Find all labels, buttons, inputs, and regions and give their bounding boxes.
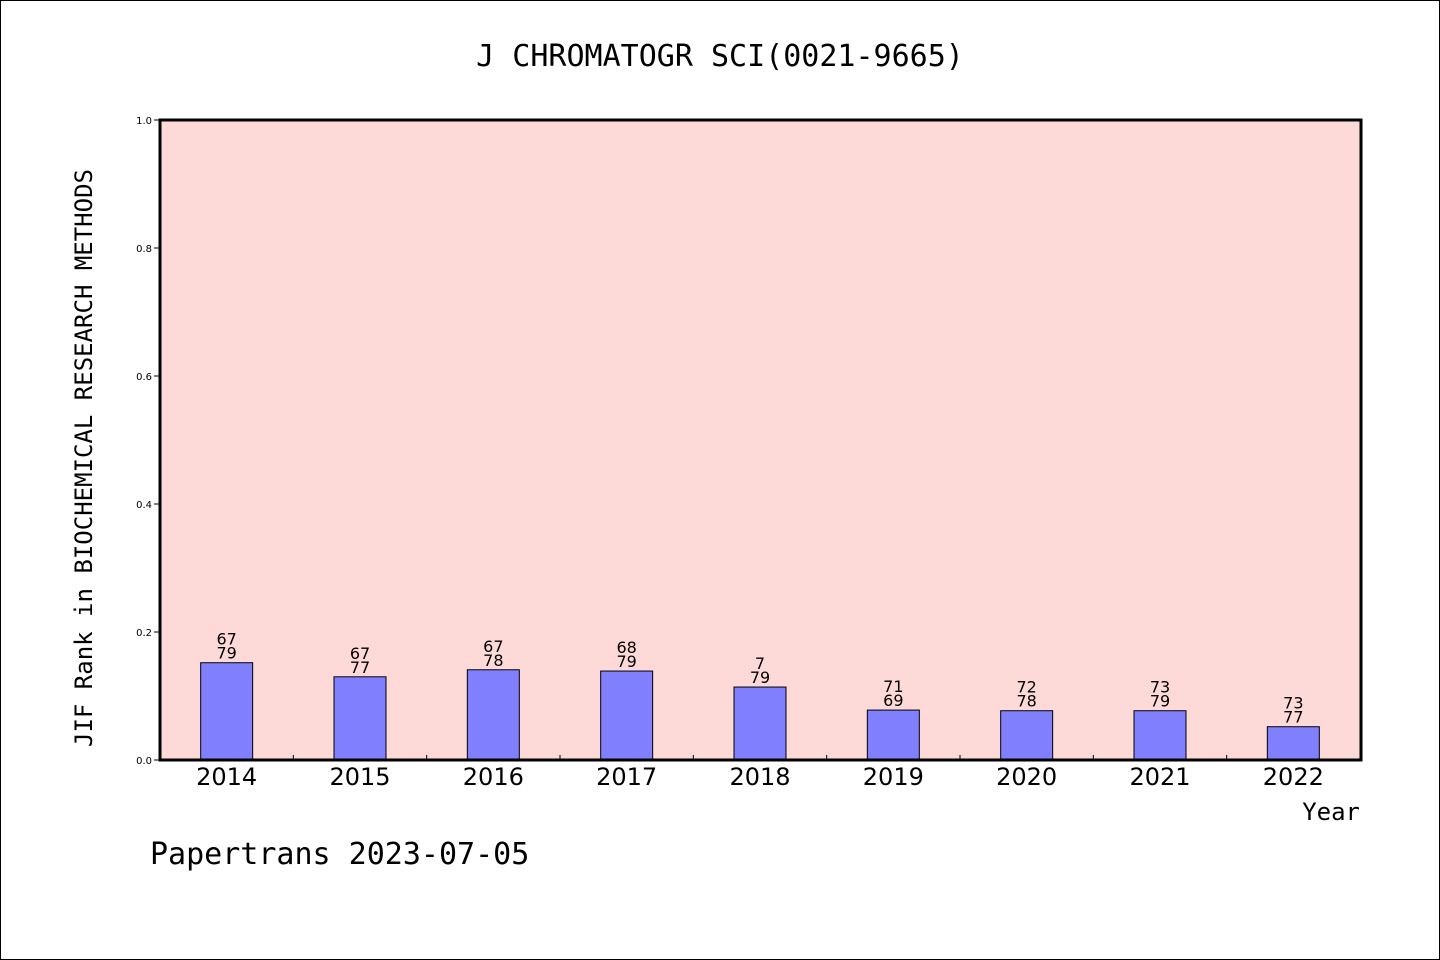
bar-total-label: 79 xyxy=(1150,692,1170,711)
bar-total-label: 77 xyxy=(350,658,370,677)
x-axis-label: Year xyxy=(1302,798,1360,826)
x-tick-label: 2015 xyxy=(329,763,390,791)
chart-title: J CHROMATOGR SCI(0021-9665) xyxy=(476,39,964,74)
x-tick-label: 2021 xyxy=(1129,763,1190,791)
bar-rank-label: 67 xyxy=(483,637,503,656)
bar-2014 xyxy=(200,662,254,761)
x-tick-label: 2022 xyxy=(1263,763,1324,791)
bar-total-label: 79 xyxy=(216,644,236,663)
y-tick-label: 0.4 xyxy=(136,500,152,511)
bar-total-label: 77 xyxy=(1283,708,1303,727)
x-tick-label: 2014 xyxy=(196,763,257,791)
bars-group xyxy=(200,662,1320,761)
bar-2015 xyxy=(333,676,387,761)
bar-total-label: 78 xyxy=(483,651,503,670)
y-tick-label: 0.8 xyxy=(136,244,152,255)
bar-rank-label: 67 xyxy=(216,630,236,649)
y-tick-label: 0.0 xyxy=(136,756,152,767)
plot-border xyxy=(158,118,1363,762)
x-tick-label: 2018 xyxy=(729,763,790,791)
y-axis: 0.0 0.2 0.4 0.6 0.8 1.0 xyxy=(136,116,160,767)
bar-rank-label: 73 xyxy=(1150,678,1170,697)
bar-rank-label: 68 xyxy=(616,638,636,657)
y-axis-label: JIF Rank in BIOCHEMICAL RESEARCH METHODS xyxy=(70,169,98,747)
bar-total-label: 79 xyxy=(750,668,770,687)
y-tick-label: 0.6 xyxy=(136,372,152,383)
bar-rank-label: 73 xyxy=(1283,694,1303,713)
bar-total-label: 79 xyxy=(616,652,636,671)
x-tick-label: 2017 xyxy=(596,763,657,791)
bar-2018 xyxy=(733,686,787,761)
x-tick-label: 2020 xyxy=(996,763,1057,791)
bar-rank-label: 72 xyxy=(1016,678,1036,697)
y-tick-label: 0.2 xyxy=(136,628,152,639)
y-tick-label: 1.0 xyxy=(136,116,152,127)
bar-2021 xyxy=(1133,710,1187,761)
footer-text: Papertrans 2023-07-05 xyxy=(150,837,529,872)
bar-2020 xyxy=(1000,710,1054,761)
x-axis: 2014 2015 2016 2017 2018 2019 2020 2021 2022 xyxy=(196,755,1324,791)
bar-rank-label: 7 xyxy=(755,654,765,673)
x-tick-label: 2019 xyxy=(863,763,924,791)
bar-2017 xyxy=(600,670,654,761)
bar-2022 xyxy=(1266,726,1320,761)
x-tick-label: 2016 xyxy=(463,763,524,791)
bar-2016 xyxy=(466,669,520,761)
bar-2019 xyxy=(866,709,920,761)
bar-rank-label: 71 xyxy=(883,677,903,696)
bar-rank-label: 67 xyxy=(350,644,370,663)
plot-area xyxy=(160,120,1361,760)
bar-total-label: 78 xyxy=(1016,692,1036,711)
bar-total-label: 69 xyxy=(883,691,903,710)
